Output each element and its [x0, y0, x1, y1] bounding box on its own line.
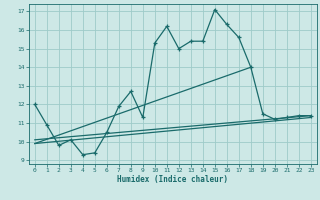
X-axis label: Humidex (Indice chaleur): Humidex (Indice chaleur): [117, 175, 228, 184]
